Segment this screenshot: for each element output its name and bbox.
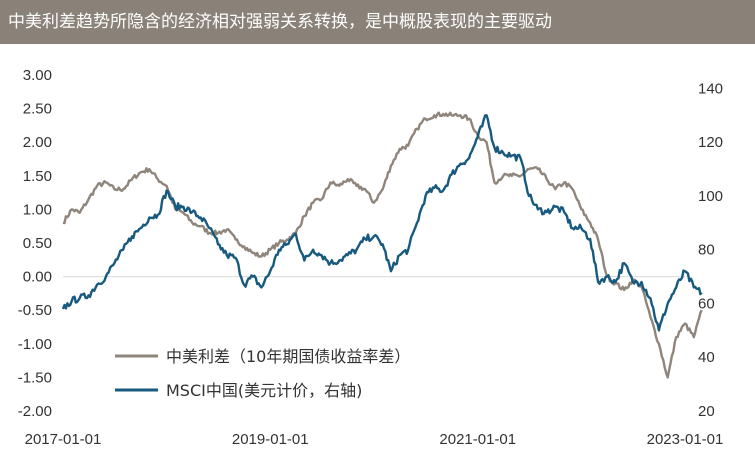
left-tick-label: 2.00 [23, 134, 52, 151]
right-tick-label: 140 [698, 80, 723, 97]
x-tick-label: 2023-01-01 [647, 431, 724, 448]
legend: 中美利差（10年期国债收益率差） MSCI中国(美元计价，右轴) [115, 347, 410, 400]
left-tick-label: 2.50 [23, 101, 52, 118]
left-axis-ticks: 3.00 2.50 2.00 1.50 1.00 0.50 0.00 -0.50 -1.00 -1… [18, 67, 52, 420]
x-tick-label: 2021-01-01 [439, 431, 516, 448]
right-tick-label: 80 [698, 242, 715, 259]
left-tick-label: -1.50 [18, 369, 52, 386]
right-tick-label: 60 [698, 295, 715, 312]
x-axis-ticks: 2017-01-01 2019-01-01 2021-01-01 2023-01-01 [25, 431, 724, 448]
chart-title: 中美利差趋势所隐含的经济相对强弱关系转换，是中概股表现的主要驱动 [0, 0, 755, 44]
left-tick-label: 0.00 [23, 269, 52, 286]
left-tick-label: -2.00 [18, 403, 52, 420]
left-tick-label: -1.00 [18, 336, 52, 353]
legend-label: MSCI中国(美元计价，右轴) [166, 381, 362, 400]
x-tick-label: 2017-01-01 [25, 431, 102, 448]
legend-label: 中美利差（10年期国债收益率差） [166, 347, 410, 366]
right-tick-label: 100 [698, 188, 723, 205]
x-tick-label: 2019-01-01 [232, 431, 309, 448]
left-tick-label: 1.00 [23, 201, 52, 218]
right-tick-label: 40 [698, 349, 715, 366]
left-tick-label: -0.50 [18, 302, 52, 319]
left-tick-label: 1.50 [23, 168, 52, 185]
chart-canvas: 3.00 2.50 2.00 1.50 1.00 0.50 0.00 -0.50 -1.00 -1… [18, 67, 724, 448]
series-layer [61, 111, 703, 379]
right-axis-ticks: 140 120 100 80 60 40 20 [698, 80, 723, 420]
left-tick-label: 0.50 [23, 235, 52, 252]
right-tick-label: 20 [698, 403, 715, 420]
right-tick-label: 120 [698, 134, 723, 151]
left-tick-label: 3.00 [23, 67, 52, 84]
msci-series-line [61, 114, 703, 332]
